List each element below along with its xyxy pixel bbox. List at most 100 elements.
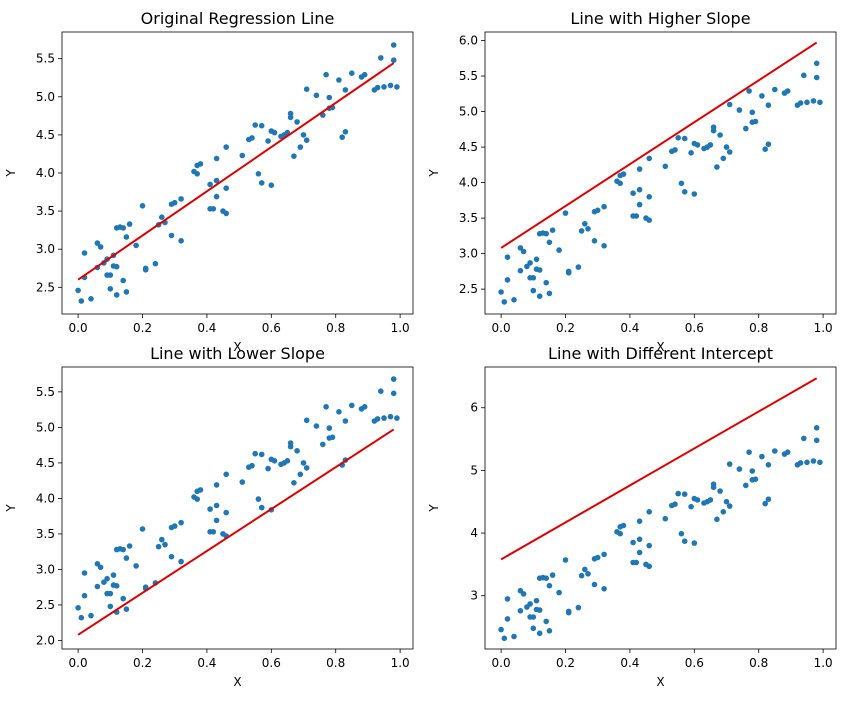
data-point — [646, 155, 652, 162]
y-tick-label: 3.0 — [36, 242, 55, 256]
x-tick-label: 0.6 — [685, 656, 704, 670]
data-point — [113, 263, 120, 270]
data-point — [636, 549, 643, 556]
data-point — [707, 142, 714, 148]
data-point — [520, 248, 527, 255]
data-point — [717, 488, 723, 494]
data-point — [75, 287, 81, 294]
data-point — [271, 129, 278, 136]
data-point — [287, 110, 294, 117]
data-point — [223, 185, 229, 191]
data-point — [575, 604, 582, 611]
data-point — [694, 497, 701, 503]
data-point — [126, 221, 133, 227]
data-point — [762, 500, 768, 507]
data-point — [336, 409, 342, 415]
data-point — [543, 279, 549, 286]
data-point — [394, 84, 400, 90]
x-tick-label: 0.8 — [749, 321, 768, 335]
x-axis-label: X — [656, 340, 664, 354]
data-point — [255, 496, 262, 502]
data-point — [543, 575, 549, 581]
data-point — [168, 553, 175, 560]
data-point — [300, 460, 307, 466]
x-tick-label: 1.0 — [391, 321, 410, 335]
data-point — [585, 571, 591, 577]
data-point — [688, 150, 694, 156]
data-point — [107, 603, 114, 610]
data-point — [797, 100, 804, 106]
y-tick-label: 4.0 — [36, 491, 55, 505]
data-point — [520, 591, 527, 597]
data-point — [817, 99, 823, 106]
data-point — [300, 132, 307, 138]
data-point — [326, 94, 333, 101]
data-point — [517, 608, 524, 614]
data-point — [726, 101, 733, 108]
data-point — [213, 155, 220, 162]
data-point — [390, 390, 397, 397]
data-point — [527, 260, 533, 266]
x-tick-label: 0.0 — [69, 321, 88, 335]
data-point — [120, 225, 126, 231]
x-tick-label: 1.0 — [814, 321, 833, 335]
data-point — [197, 487, 204, 493]
data-point — [123, 606, 130, 612]
data-point — [194, 496, 200, 502]
data-point — [120, 595, 126, 602]
data-point — [543, 230, 549, 237]
data-point — [390, 42, 397, 48]
y-tick-label: 4.5 — [459, 140, 478, 154]
data-point — [546, 290, 553, 297]
data-point — [536, 293, 543, 300]
data-point — [759, 453, 765, 460]
data-point — [772, 86, 778, 93]
x-tick-label: 1.0 — [814, 656, 833, 670]
y-axis-label: Y — [4, 504, 18, 513]
data-point — [672, 501, 678, 508]
data-point — [678, 180, 685, 187]
data-point — [536, 630, 543, 637]
data-point — [636, 518, 643, 524]
x-tick-label: 0.4 — [620, 656, 639, 670]
data-point — [797, 460, 804, 466]
data-point — [710, 481, 717, 488]
data-point — [762, 146, 768, 152]
data-point — [252, 450, 258, 457]
data-point — [726, 503, 733, 509]
data-point — [303, 137, 310, 143]
data-point — [126, 543, 133, 549]
data-point — [546, 239, 553, 246]
data-point — [168, 232, 175, 239]
data-point — [662, 163, 669, 170]
data-point — [801, 435, 807, 442]
x-tick-label: 0.2 — [133, 656, 152, 670]
data-point — [714, 164, 720, 170]
data-point — [178, 238, 184, 244]
data-point — [501, 299, 508, 305]
y-tick-label: 5.5 — [36, 52, 55, 66]
chart-title: Line with Different Intercept — [548, 344, 773, 363]
data-point — [133, 563, 139, 569]
data-point — [620, 171, 627, 177]
data-point — [562, 557, 569, 563]
data-point — [536, 607, 543, 613]
data-point — [582, 566, 588, 573]
data-point — [533, 597, 540, 604]
data-point — [714, 516, 720, 523]
y-tick-label: 4.0 — [36, 166, 55, 180]
y-tick-label: 2.0 — [36, 633, 55, 647]
data-point — [504, 254, 511, 260]
data-point — [585, 226, 591, 232]
data-point — [294, 119, 300, 125]
data-point — [171, 199, 178, 206]
data-point — [223, 509, 229, 516]
data-point — [813, 74, 820, 81]
data-point — [688, 503, 694, 510]
data-point — [258, 180, 265, 186]
x-tick-label: 0.0 — [69, 656, 88, 670]
x-axis-label: X — [656, 675, 664, 689]
x-tick-label: 0.6 — [685, 321, 704, 335]
data-point — [374, 416, 381, 422]
y-tick-label: 5.5 — [459, 69, 478, 83]
